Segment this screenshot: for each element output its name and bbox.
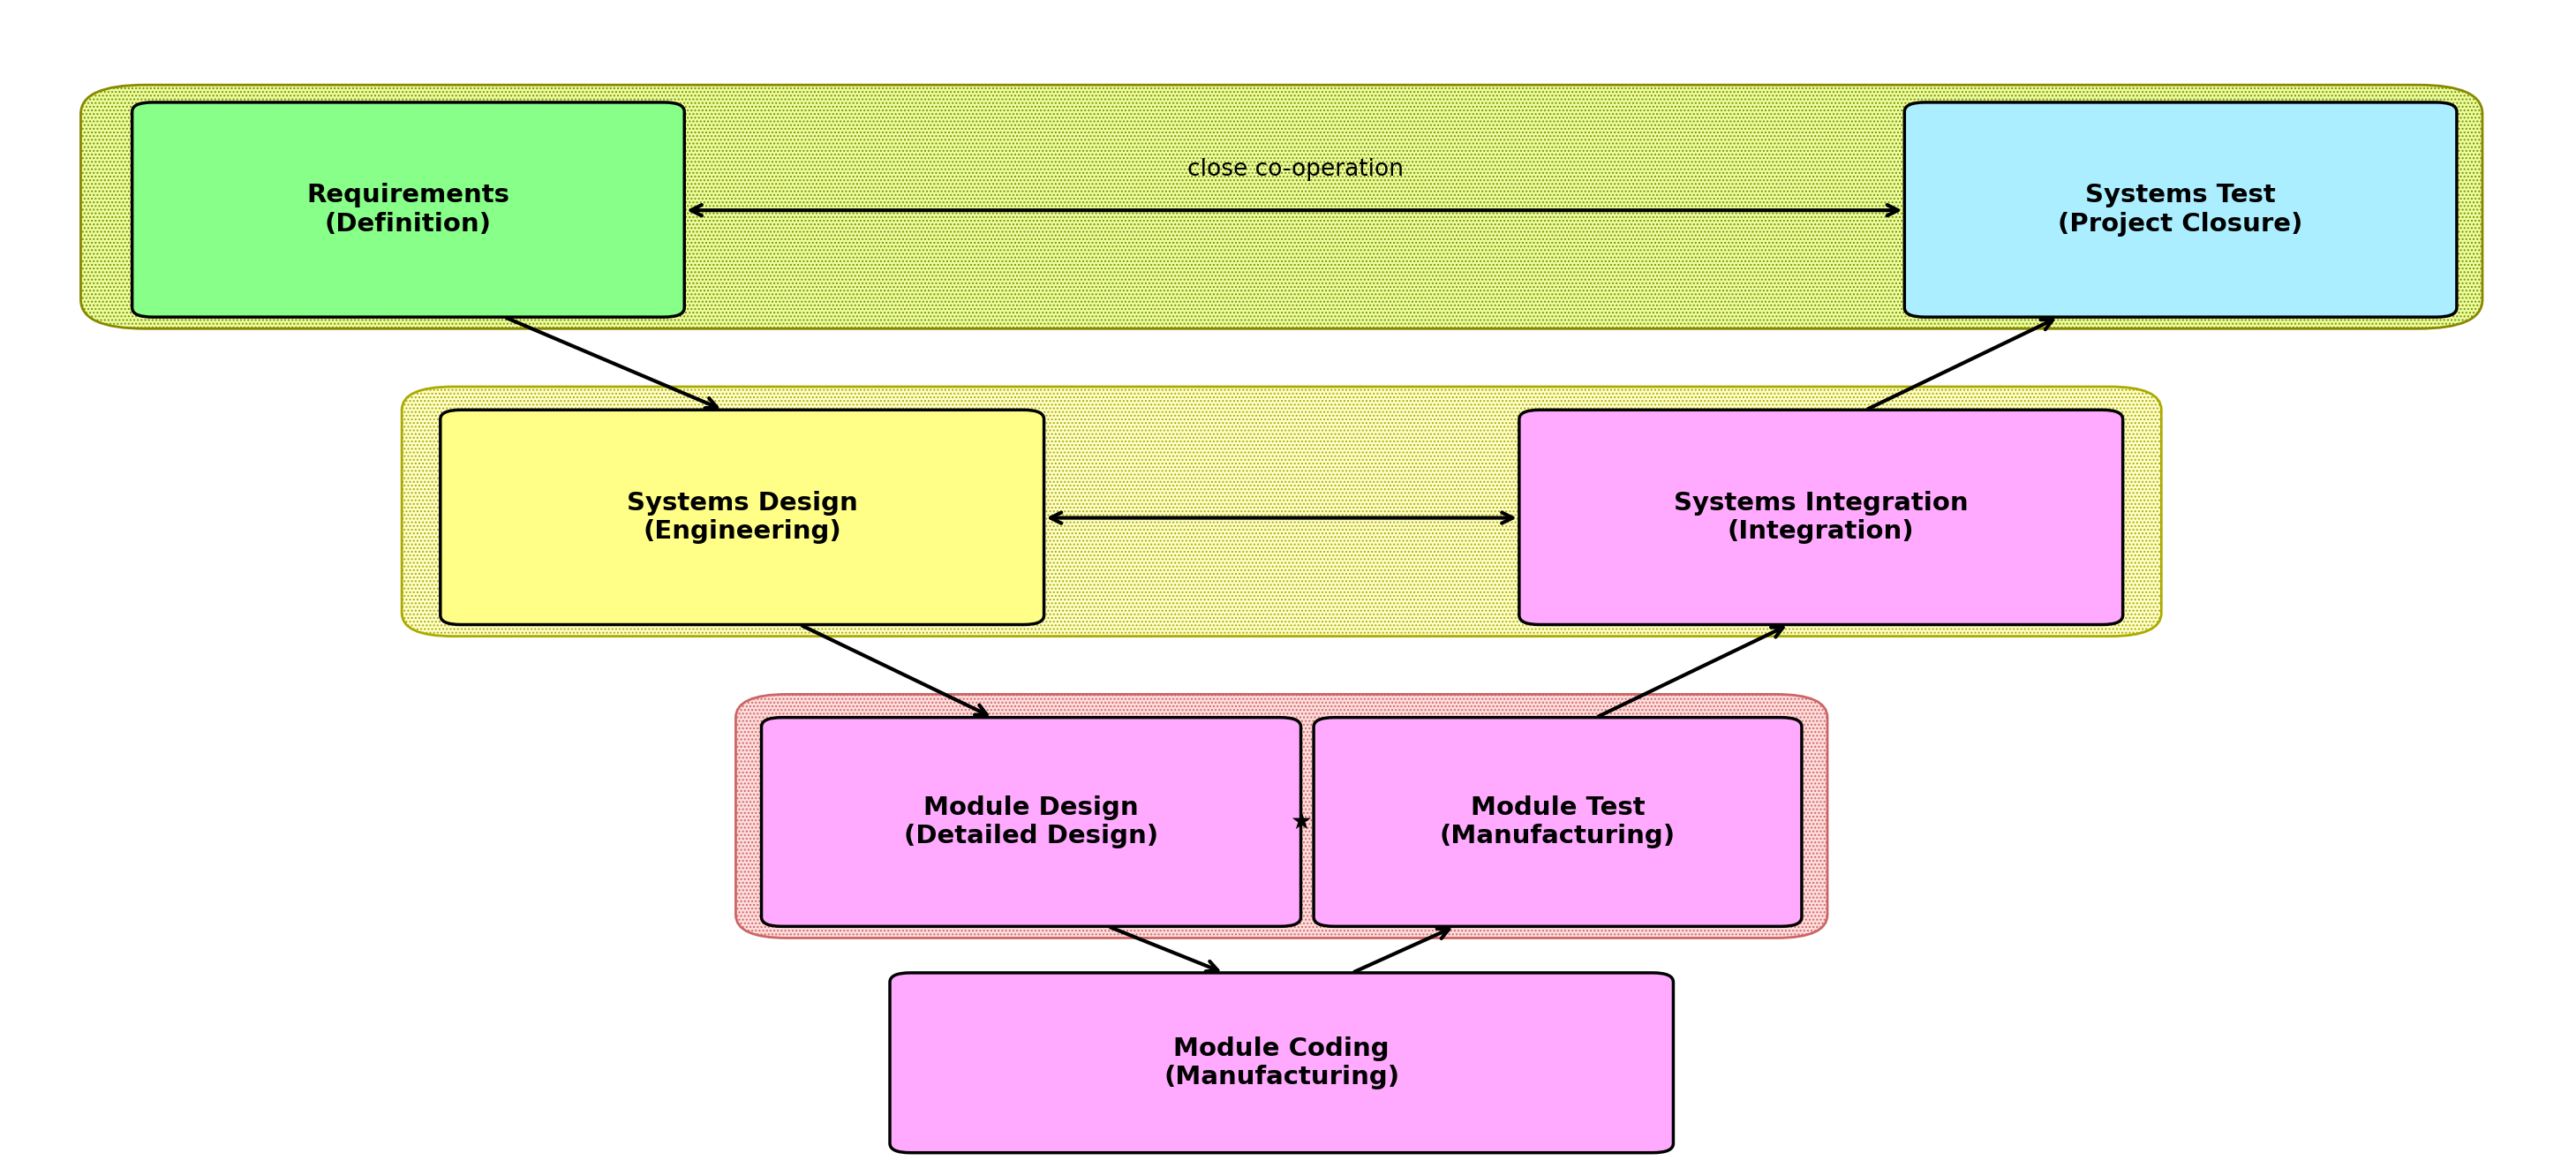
Text: Requirements
(Definition): Requirements (Definition): [307, 183, 510, 236]
FancyBboxPatch shape: [402, 387, 2161, 637]
FancyBboxPatch shape: [889, 973, 1674, 1153]
Text: Systems Test
(Project Closure): Systems Test (Project Closure): [2058, 183, 2303, 236]
Text: Systems Integration
(Integration): Systems Integration (Integration): [1674, 491, 1968, 544]
FancyBboxPatch shape: [440, 410, 1043, 625]
FancyBboxPatch shape: [80, 85, 2483, 328]
Text: Module Coding
(Manufacturing): Module Coding (Manufacturing): [1164, 1036, 1399, 1090]
FancyBboxPatch shape: [737, 694, 1826, 938]
Text: Module Design
(Detailed Design): Module Design (Detailed Design): [904, 795, 1159, 849]
Text: Systems Design
(Engineering): Systems Design (Engineering): [626, 491, 858, 544]
FancyBboxPatch shape: [1314, 717, 1801, 926]
Text: Module Test
(Manufacturing): Module Test (Manufacturing): [1440, 795, 1674, 849]
Text: ★: ★: [1291, 809, 1311, 834]
FancyBboxPatch shape: [1904, 103, 2458, 317]
FancyBboxPatch shape: [762, 717, 1301, 926]
FancyBboxPatch shape: [1520, 410, 2123, 625]
Text: close co-operation: close co-operation: [1188, 158, 1404, 181]
FancyBboxPatch shape: [131, 103, 685, 317]
